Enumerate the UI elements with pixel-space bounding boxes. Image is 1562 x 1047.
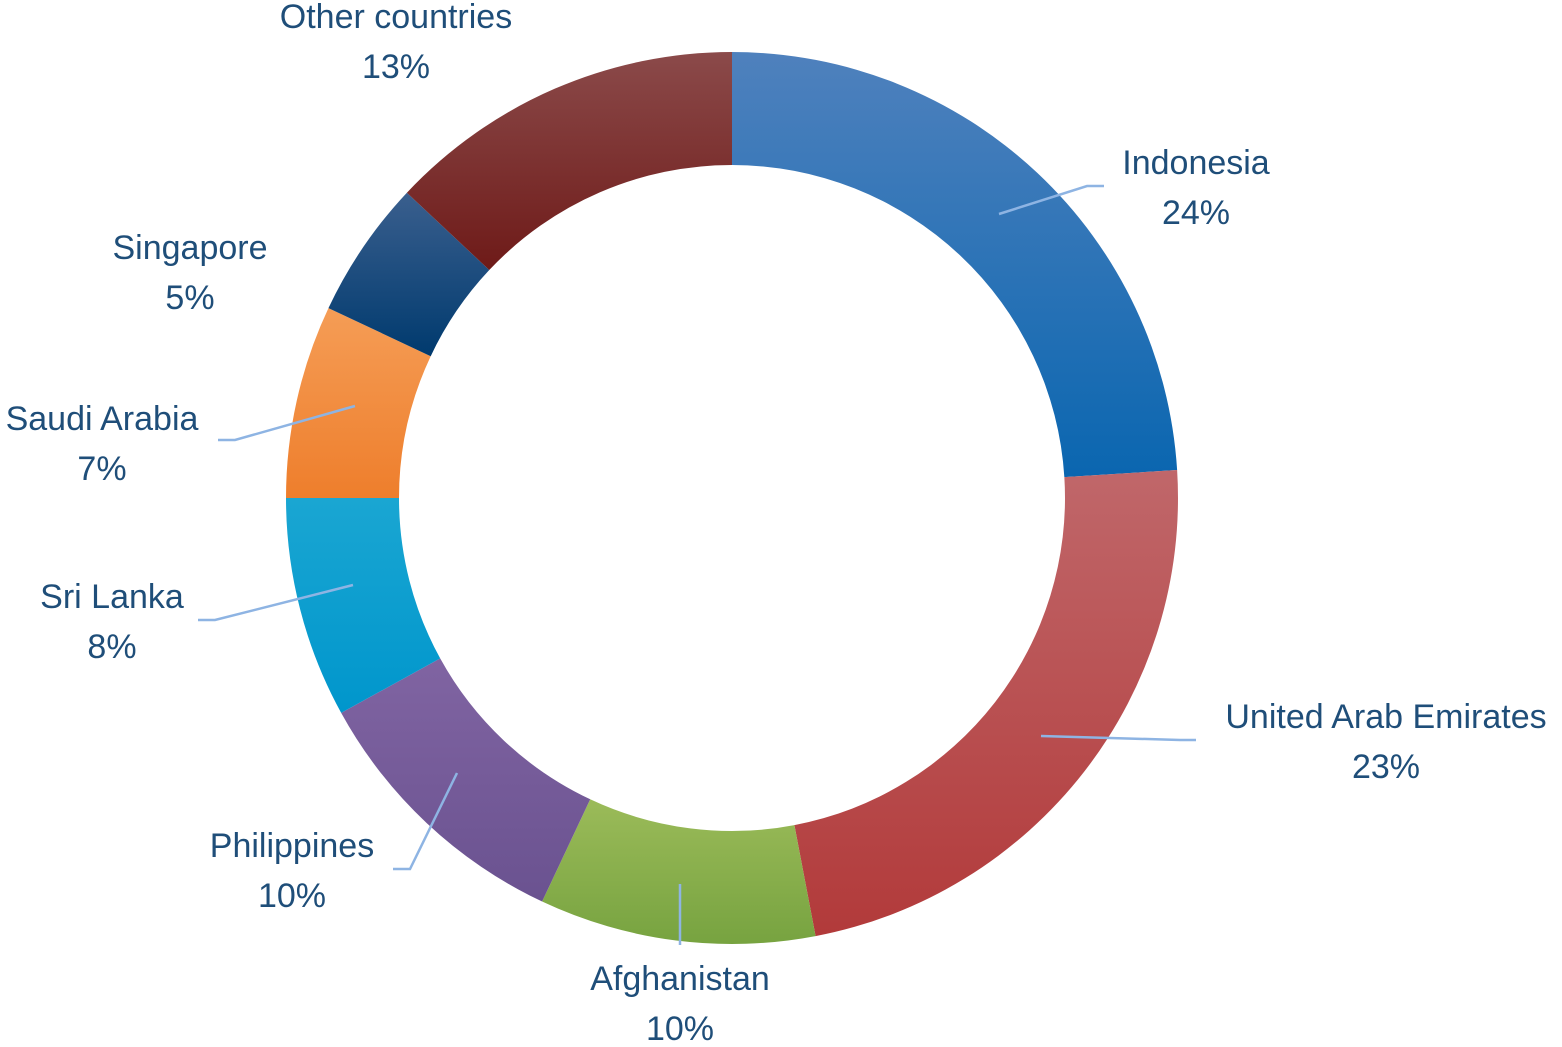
slice-label: United Arab Emirates: [1225, 698, 1546, 736]
slice-value-label: 5%: [165, 279, 214, 317]
labels-layer: Indonesia 24% United Arab Emirates 23% Afgha…: [6, 0, 1547, 1047]
slice-philippines: [341, 658, 591, 902]
slice-other-countries: [406, 52, 732, 271]
slice-saudi-arabia: [286, 308, 431, 498]
slice-value-label: 7%: [77, 450, 126, 488]
slice-value-label: 8%: [87, 628, 136, 666]
leader-line: [218, 404, 356, 442]
slice-label: Philippines: [210, 827, 374, 865]
slice-label: Singapore: [112, 229, 267, 267]
slices-layer: [286, 52, 1178, 945]
slice-sri-lanka: [286, 498, 441, 713]
slice-label: Sri Lanka: [40, 578, 184, 616]
slice-value-label: 13%: [362, 48, 430, 86]
slice-afghanistan: [542, 799, 816, 945]
leader-line: [998, 184, 1104, 216]
slice-value-label: 23%: [1352, 748, 1420, 786]
leader-line: [198, 583, 354, 622]
leader-line: [393, 772, 459, 871]
slice-indonesia: [732, 52, 1178, 478]
leader-lines-layer: [198, 184, 1196, 945]
slice-value-label: 24%: [1162, 194, 1230, 232]
slice-united-arab-emirates: [794, 469, 1178, 937]
slice-singapore: [328, 192, 490, 357]
slice-label: Saudi Arabia: [6, 400, 199, 438]
slice-value-label: 10%: [258, 877, 326, 915]
slice-label: Afghanistan: [590, 960, 770, 998]
leader-line: [1040, 734, 1196, 742]
slice-value-label: 10%: [646, 1010, 714, 1042]
slice-label: Other countries: [280, 0, 512, 36]
slice-label: Indonesia: [1122, 144, 1270, 182]
